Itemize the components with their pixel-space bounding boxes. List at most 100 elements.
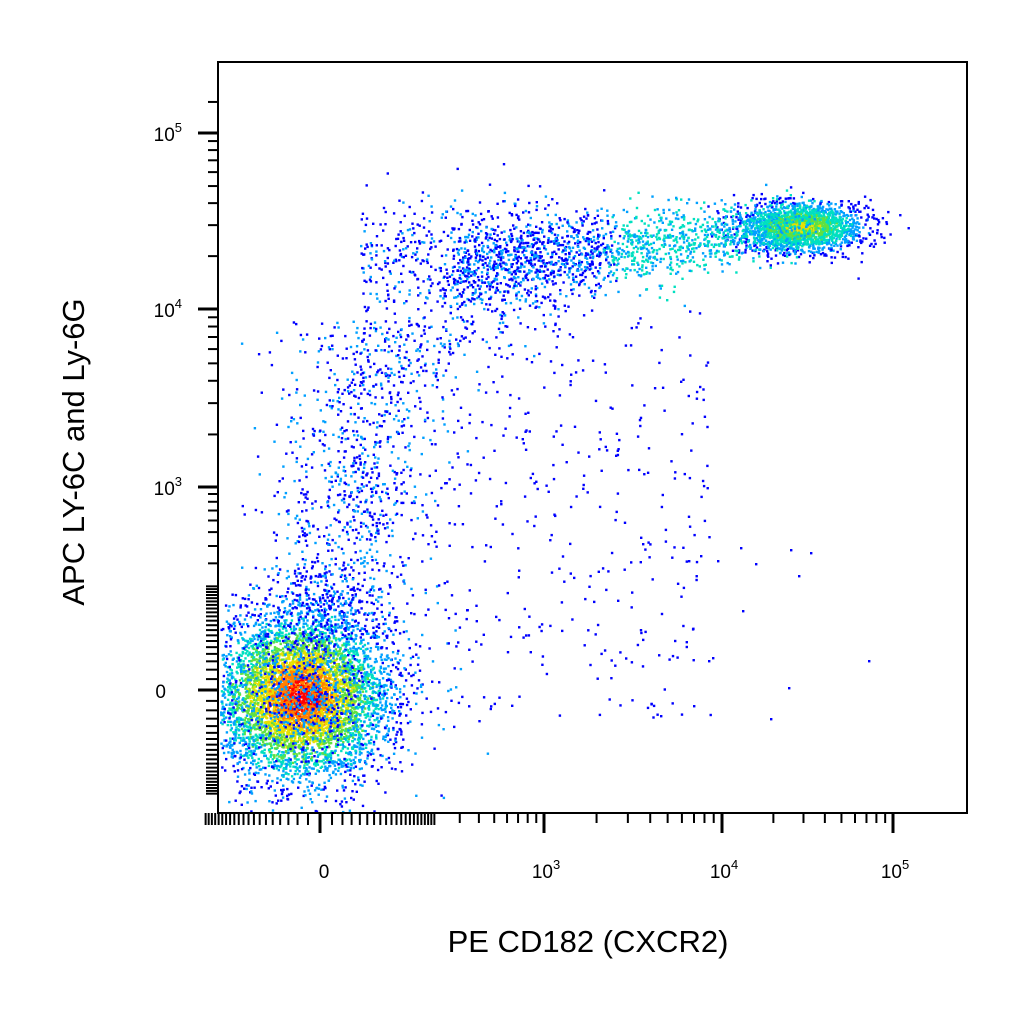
event-dot	[333, 699, 336, 703]
event-dot	[343, 732, 347, 735]
event-dot	[285, 727, 288, 730]
event-dot	[237, 736, 240, 740]
event-dot	[296, 725, 299, 729]
event-dot	[285, 674, 288, 678]
event-dot	[343, 643, 346, 646]
event-dot	[319, 670, 323, 673]
event-dot	[272, 669, 275, 672]
event-dot	[291, 649, 294, 653]
event-dot	[397, 649, 400, 653]
event-dot	[269, 664, 272, 668]
event-dot	[273, 695, 276, 699]
event-dot	[310, 684, 313, 687]
event-dot	[293, 772, 297, 776]
event-dot	[257, 771, 260, 775]
event-dot	[234, 728, 238, 732]
event-dot	[365, 743, 368, 746]
event-dot	[365, 690, 368, 693]
event-dot	[250, 754, 253, 757]
event-dot	[296, 664, 299, 667]
event-dot	[379, 671, 382, 674]
event-dot	[317, 754, 320, 757]
event-dot	[265, 728, 268, 731]
event-dot	[254, 689, 257, 692]
event-dot	[259, 616, 262, 619]
event-dot	[361, 663, 365, 667]
event-dot	[400, 733, 403, 736]
event-dot	[259, 679, 262, 682]
event-dot	[386, 732, 389, 736]
event-dot	[344, 716, 347, 720]
event-dot	[306, 712, 309, 715]
event-dot	[363, 742, 367, 746]
event-dot	[335, 663, 339, 666]
event-dot	[272, 767, 276, 770]
event-dot	[301, 705, 304, 708]
event-dot	[280, 738, 284, 742]
event-dot	[398, 673, 401, 676]
event-dot	[282, 775, 285, 778]
event-dot	[394, 737, 397, 740]
event-dot	[372, 602, 375, 606]
event-dot	[225, 670, 229, 674]
event-dot	[341, 654, 344, 657]
event-dot	[272, 727, 276, 730]
event-dot	[283, 623, 286, 626]
event-dot	[250, 601, 254, 604]
event-dot	[336, 684, 340, 688]
event-dot	[369, 753, 372, 756]
event-dot	[297, 693, 300, 696]
event-dot	[253, 704, 256, 708]
event-dot	[270, 655, 273, 658]
event-dot	[378, 684, 381, 688]
event-dot	[281, 729, 284, 732]
event-dot	[252, 656, 255, 659]
event-dot	[275, 647, 278, 650]
event-dot	[241, 637, 244, 640]
event-dot	[357, 731, 360, 734]
event-dot	[399, 671, 402, 675]
event-dot	[333, 720, 337, 723]
event-dot	[283, 717, 286, 721]
event-dot	[271, 656, 274, 660]
event-dot	[382, 708, 385, 711]
event-dot	[345, 730, 348, 733]
event-dot	[353, 716, 357, 720]
event-dot	[370, 712, 373, 715]
event-dot	[289, 628, 293, 631]
event-dot	[243, 719, 246, 722]
event-dot	[320, 681, 324, 684]
event-dot	[285, 682, 289, 685]
event-dot	[261, 648, 265, 651]
event-dot	[302, 697, 305, 700]
event-dot	[234, 691, 237, 694]
event-dot	[313, 694, 317, 697]
event-dot	[321, 594, 324, 597]
event-dot	[297, 744, 301, 748]
event-dot	[278, 615, 281, 618]
event-dot	[242, 660, 245, 663]
event-dot	[420, 723, 424, 726]
event-dot	[265, 667, 268, 671]
event-dot	[354, 642, 357, 645]
event-dot	[256, 679, 259, 683]
event-dot	[263, 676, 266, 680]
event-dot	[268, 588, 271, 592]
event-dot	[352, 657, 355, 660]
event-dot	[342, 711, 346, 715]
event-dot	[242, 664, 246, 668]
event-dot	[248, 641, 251, 644]
event-dot	[387, 740, 390, 743]
event-dot	[286, 651, 289, 654]
event-dot	[262, 654, 265, 657]
event-dot	[335, 729, 339, 732]
event-dot	[287, 646, 290, 649]
event-dot	[366, 724, 369, 728]
event-dot	[365, 671, 369, 674]
event-dot	[363, 713, 366, 716]
event-dot	[359, 663, 362, 666]
event-dot	[277, 657, 281, 660]
event-dot	[377, 747, 380, 751]
event-dot	[324, 722, 328, 725]
event-dot	[265, 732, 268, 736]
